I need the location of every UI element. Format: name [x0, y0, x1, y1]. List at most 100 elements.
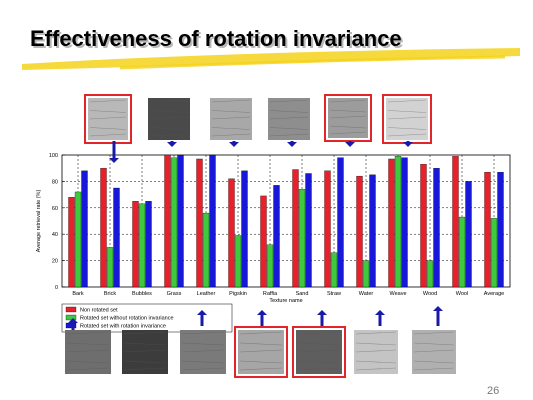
page-number: 26: [487, 385, 500, 397]
x-tick-label: Raffia: [263, 291, 278, 297]
y-tick-label: 80: [52, 179, 58, 185]
x-tick-label: Straw: [327, 291, 341, 297]
arrow-head: [197, 310, 207, 315]
bar-non-rotated: [260, 195, 267, 288]
texture-grain: [239, 349, 283, 353]
texture-grain: [297, 360, 341, 364]
blue-arrow: [229, 141, 239, 147]
arrow-head: [345, 142, 355, 147]
texture-grain: [239, 367, 283, 371]
x-tick-label: Wood: [423, 291, 437, 297]
y-tick-label: 40: [52, 232, 58, 238]
texture-grain: [123, 349, 167, 353]
texture-grain: [89, 127, 127, 130]
texture-grain: [269, 110, 309, 113]
blue-arrow: [403, 141, 413, 147]
x-tick-label: Bark: [72, 291, 84, 297]
bar-non-rotated: [132, 201, 139, 288]
bar-non-rotated: [356, 175, 363, 288]
texture-grain: [66, 342, 110, 346]
texture-grain: [297, 331, 341, 335]
texture-grain: [89, 116, 127, 120]
texture-grain: [329, 109, 367, 113]
title-highlight-stroke: [119, 55, 506, 70]
texture-grain: [149, 127, 189, 130]
texture-grain: [89, 110, 127, 113]
texture-grain: [211, 127, 251, 130]
texture-grain: [387, 127, 427, 130]
texture-grain: [413, 331, 455, 335]
texture-grain: [297, 367, 341, 371]
bar-rotated-without: [298, 189, 306, 288]
bar-non-rotated: [484, 172, 491, 288]
bar-rotated-with: [433, 168, 440, 288]
y-tick-label: 20: [52, 259, 58, 265]
legend-label: Rotated set with rotation invariance: [80, 324, 166, 330]
x-tick-label: Average: [484, 291, 504, 297]
bar-rotated-with: [401, 157, 408, 288]
arrow-head: [257, 310, 267, 315]
bar-non-rotated: [452, 156, 459, 288]
texture-grain: [66, 349, 110, 353]
texture-thumbnail: [354, 330, 398, 374]
texture-thumbnail: [65, 330, 111, 374]
x-tick-label: Brick: [104, 291, 116, 297]
bar-rotated-with: [145, 201, 152, 288]
legend: Non rotated set Rotated set without rotat…: [61, 303, 233, 333]
bar-non-rotated: [292, 169, 299, 288]
texture-grain: [211, 133, 251, 137]
arrow-head: [287, 142, 297, 147]
texture-grain: [413, 342, 455, 346]
bar-rotated-without: [458, 216, 466, 288]
bar-non-rotated: [324, 170, 331, 288]
texture-grain: [181, 360, 225, 364]
texture-grain: [413, 360, 455, 364]
texture-grain: [269, 99, 309, 103]
texture-grain: [123, 360, 167, 364]
bar-rotated-without: [138, 203, 146, 288]
texture-grain: [413, 367, 455, 371]
legend-swatch: [65, 314, 77, 321]
texture-grain: [181, 367, 225, 371]
blue-arrow: [375, 310, 385, 326]
arrow-head: [167, 142, 177, 147]
bar-rotated-without: [266, 244, 274, 288]
blue-arrow: [68, 318, 78, 330]
texture-grain: [355, 360, 397, 364]
texture-grain: [181, 342, 225, 346]
texture-grain: [269, 133, 309, 137]
bar-rotated-without: [234, 235, 242, 288]
texture-thumbnail: [268, 98, 310, 140]
title-highlight-stroke: [22, 48, 520, 70]
blue-arrow: [197, 310, 207, 326]
bar-rotated-without: [170, 157, 178, 288]
texture-grain: [355, 331, 397, 335]
texture-grain: [269, 116, 309, 120]
selected-frame: [84, 94, 132, 144]
blue-arrow: [345, 141, 355, 147]
x-tick-label: Water: [359, 291, 374, 297]
texture-thumbnail: [180, 330, 226, 374]
texture-grain: [387, 110, 427, 113]
x-tick-label: Leather: [197, 291, 216, 297]
texture-thumbnail: [412, 330, 456, 374]
x-tick-label: Pigskin: [229, 291, 247, 297]
legend-swatch: [65, 306, 77, 313]
bar-non-rotated: [228, 178, 235, 288]
texture-grain: [89, 99, 127, 103]
bar-rotated-with: [337, 157, 344, 288]
texture-grain: [329, 125, 367, 129]
texture-grain: [211, 110, 251, 113]
arrow-head: [375, 310, 385, 315]
bar-rotated-with: [465, 181, 472, 288]
x-tick-label: Sand: [296, 291, 309, 297]
texture-grain: [149, 133, 189, 137]
bar-rotated-without: [394, 156, 402, 288]
texture-grain: [413, 349, 455, 353]
bar-rotated-without: [362, 260, 370, 288]
bar-non-rotated: [196, 158, 203, 288]
texture-grain: [329, 115, 367, 119]
bar-rotated-with: [305, 173, 312, 288]
x-tick-label: Grass: [167, 291, 182, 297]
